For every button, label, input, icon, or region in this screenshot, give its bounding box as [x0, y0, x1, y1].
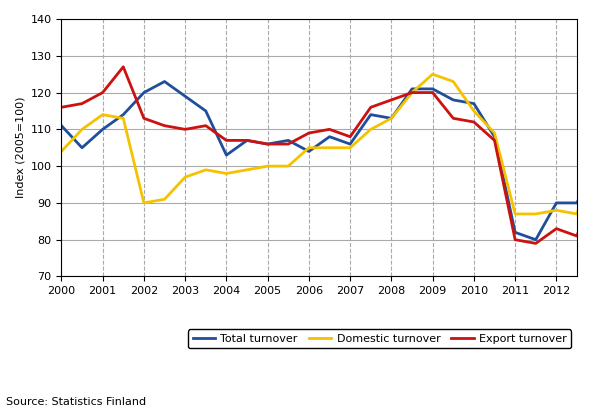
- Total turnover: [202, 108, 210, 113]
- Domestic turnover: [388, 116, 395, 121]
- Total turnover: [388, 116, 395, 121]
- Total turnover: [264, 142, 271, 146]
- Export turnover: [553, 226, 560, 231]
- Domestic turnover: [574, 212, 581, 217]
- Total turnover: [574, 200, 581, 205]
- Domestic turnover: [470, 108, 477, 113]
- Domestic turnover: [285, 164, 292, 168]
- Export turnover: [511, 237, 519, 242]
- Total turnover: [491, 134, 498, 139]
- Total turnover: [408, 86, 416, 91]
- Legend: Total turnover, Domestic turnover, Export turnover: Total turnover, Domestic turnover, Expor…: [188, 329, 571, 348]
- Domestic turnover: [367, 127, 374, 132]
- Domestic turnover: [120, 116, 127, 121]
- Domestic turnover: [99, 112, 106, 117]
- Domestic turnover: [202, 167, 210, 172]
- Export turnover: [202, 123, 210, 128]
- Export turnover: [161, 123, 168, 128]
- Total turnover: [532, 237, 539, 242]
- Export turnover: [140, 116, 147, 121]
- Export turnover: [470, 120, 477, 124]
- Export turnover: [574, 234, 581, 239]
- Export turnover: [326, 127, 333, 132]
- Export turnover: [58, 105, 65, 110]
- Total turnover: [450, 98, 457, 103]
- Total turnover: [511, 230, 519, 235]
- Export turnover: [450, 116, 457, 121]
- Total turnover: [58, 123, 65, 128]
- Total turnover: [429, 86, 436, 91]
- Export turnover: [346, 134, 353, 139]
- Domestic turnover: [326, 145, 333, 150]
- Domestic turnover: [223, 171, 230, 176]
- Domestic turnover: [305, 145, 313, 150]
- Export turnover: [305, 131, 313, 136]
- Total turnover: [553, 200, 560, 205]
- Domestic turnover: [491, 131, 498, 136]
- Export turnover: [491, 138, 498, 143]
- Domestic turnover: [511, 212, 519, 217]
- Domestic turnover: [532, 212, 539, 217]
- Export turnover: [182, 127, 189, 132]
- Line: Total turnover: Total turnover: [62, 81, 592, 240]
- Domestic turnover: [243, 167, 250, 172]
- Domestic turnover: [346, 145, 353, 150]
- Domestic turnover: [264, 164, 271, 168]
- Total turnover: [161, 79, 168, 84]
- Total turnover: [140, 90, 147, 95]
- Export turnover: [532, 241, 539, 246]
- Total turnover: [305, 149, 313, 154]
- Line: Domestic turnover: Domestic turnover: [62, 74, 592, 214]
- Domestic turnover: [553, 208, 560, 213]
- Export turnover: [243, 138, 250, 143]
- Total turnover: [182, 94, 189, 99]
- Domestic turnover: [58, 149, 65, 154]
- Export turnover: [429, 90, 436, 95]
- Total turnover: [99, 127, 106, 132]
- Export turnover: [79, 101, 86, 106]
- Total turnover: [367, 112, 374, 117]
- Total turnover: [470, 101, 477, 106]
- Domestic turnover: [161, 197, 168, 202]
- Y-axis label: Index (2005=100): Index (2005=100): [15, 97, 25, 198]
- Export turnover: [264, 142, 271, 146]
- Total turnover: [285, 138, 292, 143]
- Domestic turnover: [429, 72, 436, 77]
- Text: Source: Statistics Finland: Source: Statistics Finland: [6, 397, 146, 407]
- Domestic turnover: [182, 175, 189, 180]
- Domestic turnover: [450, 79, 457, 84]
- Export turnover: [367, 105, 374, 110]
- Export turnover: [388, 98, 395, 103]
- Export turnover: [99, 90, 106, 95]
- Total turnover: [326, 134, 333, 139]
- Export turnover: [223, 138, 230, 143]
- Export turnover: [408, 90, 416, 95]
- Line: Export turnover: Export turnover: [62, 67, 592, 243]
- Export turnover: [285, 142, 292, 146]
- Total turnover: [120, 112, 127, 117]
- Total turnover: [223, 153, 230, 158]
- Export turnover: [120, 64, 127, 69]
- Domestic turnover: [140, 200, 147, 205]
- Total turnover: [346, 142, 353, 146]
- Domestic turnover: [79, 127, 86, 132]
- Total turnover: [79, 145, 86, 150]
- Domestic turnover: [408, 90, 416, 95]
- Total turnover: [243, 138, 250, 143]
